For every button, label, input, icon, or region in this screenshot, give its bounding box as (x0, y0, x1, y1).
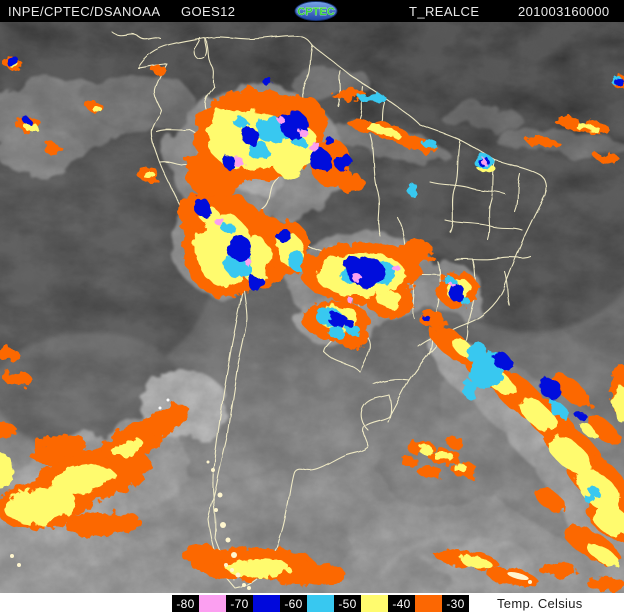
satellite-image (0, 22, 624, 593)
legend-label: -60 (280, 595, 307, 612)
legend-label: -80 (172, 595, 199, 612)
cptec-logo-icon: CPTEC (294, 1, 338, 21)
product-label: T_REALCE (409, 4, 480, 19)
legend-bar: -80 -70 -60 -50 -40 -30 Temp. Celsius (0, 593, 624, 614)
temperature-legend: -80 -70 -60 -50 -40 -30 (172, 595, 469, 612)
header-bar: INPE/CPTEC/DSA NOAA GOES12 CPTEC T_REALC… (0, 0, 624, 22)
agency-label: INPE/CPTEC/DSA (8, 4, 122, 19)
enhancement-blue-layer (6, 57, 623, 419)
legend-swatch (307, 595, 334, 612)
andes-cold-speckles (10, 398, 532, 590)
enhancement-pink-layer (215, 117, 486, 303)
legend-swatch (361, 595, 388, 612)
legend-title: Temp. Celsius (497, 596, 583, 611)
legend-label: -70 (226, 595, 253, 612)
noaa-label: NOAA (122, 4, 161, 19)
legend-swatch (415, 595, 442, 612)
satellite-map (0, 22, 624, 593)
legend-label: -40 (388, 595, 415, 612)
legend-swatch (199, 595, 226, 612)
legend-label: -30 (442, 595, 469, 612)
legend-label: -50 (334, 595, 361, 612)
timestamp-label: 201003160000 (518, 4, 610, 19)
cptec-logo-text: CPTEC (297, 6, 334, 18)
legend-swatch (253, 595, 280, 612)
satellite-label: GOES12 (181, 4, 236, 19)
